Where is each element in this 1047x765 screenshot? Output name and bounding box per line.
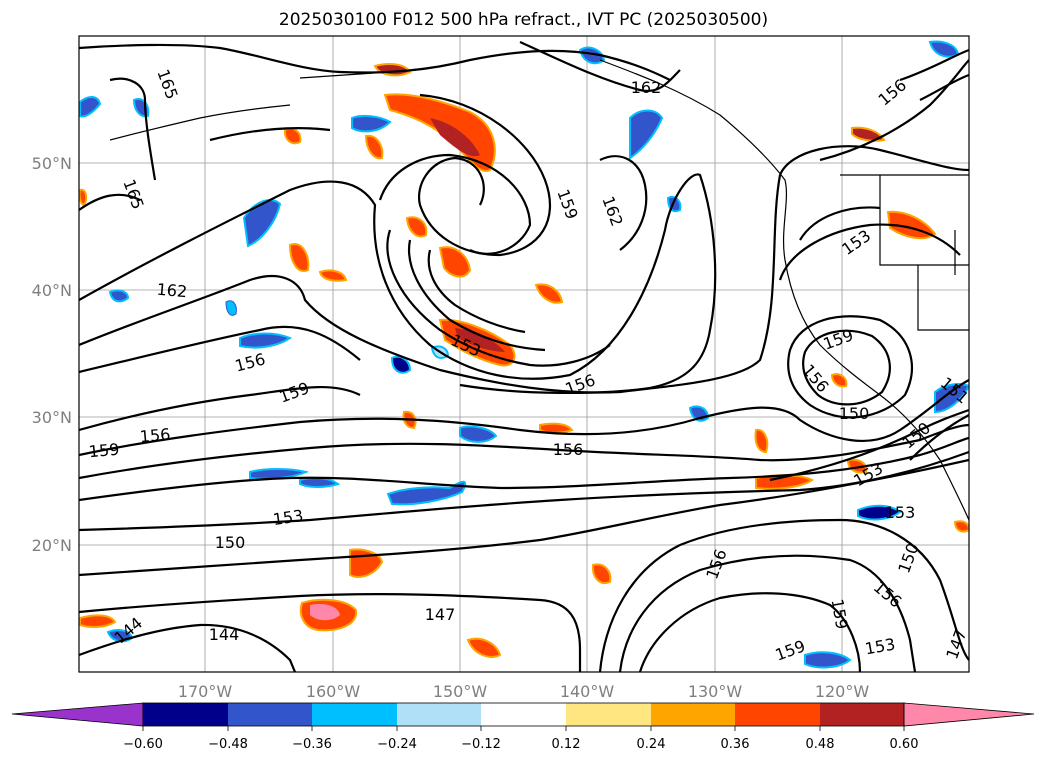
contour-label: 150 (215, 533, 246, 552)
vortex-contours (378, 93, 648, 367)
lat-label-40n: 40°N (32, 281, 72, 300)
graticule (79, 36, 969, 672)
colorbar-bin (228, 703, 312, 726)
colorbar-bin (735, 703, 820, 726)
colorbar-bin (481, 703, 566, 726)
colorbar-tick-label: −0.60 (123, 737, 163, 752)
colorbar-tick-label: −0.36 (292, 737, 332, 752)
colorbar-tick-label: 0.12 (552, 737, 581, 752)
contour-label: 162 (156, 280, 188, 302)
map-plot-area (79, 36, 969, 672)
contour-label-bg (143, 68, 187, 100)
map-title: 2025030100 F012 500 hPa refract., IVT PC… (278, 10, 769, 30)
colorbar-tick-label: 0.24 (637, 737, 666, 752)
lat-label-30n: 30°N (32, 408, 72, 427)
colorbar-bin (566, 703, 651, 726)
contour-label: 144 (209, 625, 240, 644)
lon-label-120w: 120°W (815, 682, 870, 701)
contour-label: 150 (839, 404, 870, 423)
contour-label: 147 (425, 605, 456, 624)
contour-label: 162 (631, 78, 662, 97)
contour-label: 153 (272, 506, 305, 529)
colorbar-bin (651, 703, 735, 726)
lon-label-170w: 170°W (178, 682, 233, 701)
contour-label: 159 (88, 440, 120, 462)
colorbar-bin (312, 703, 397, 726)
lon-label-140w: 140°W (560, 682, 615, 701)
lat-label-50n: 50°N (32, 154, 72, 173)
refractivity-contours (79, 40, 969, 672)
lon-label-160w: 160°W (306, 682, 361, 701)
colorbar-extend-high (903, 702, 1035, 727)
colorbar-bin (820, 703, 904, 726)
map-frame (78, 35, 970, 673)
colorbar-tick-label: −0.48 (208, 737, 248, 752)
coastline (109, 59, 969, 521)
colorbar-bin (397, 703, 481, 726)
lon-label-130w: 130°W (688, 682, 743, 701)
colorbar: −0.60 −0.48 −0.36 −0.24 −0.12 0.12 0.24 … (11, 702, 1035, 752)
colorbar-tick-label: 0.60 (890, 737, 919, 752)
lon-label-150w: 150°W (433, 682, 488, 701)
colorbar-tick-label: −0.12 (461, 737, 501, 752)
colorbar-tick-label: 0.48 (806, 737, 835, 752)
lat-label-20n: 20°N (32, 536, 72, 555)
colorbar-tick-label: −0.24 (377, 737, 417, 752)
colorbar-bin (143, 703, 228, 726)
contour-label: 156 (139, 425, 171, 447)
contour-label: 156 (553, 440, 584, 459)
colorbar-extend-low (11, 702, 144, 727)
contour-label: 153 (885, 503, 916, 522)
colorbar-tick-label: 0.36 (721, 737, 750, 752)
